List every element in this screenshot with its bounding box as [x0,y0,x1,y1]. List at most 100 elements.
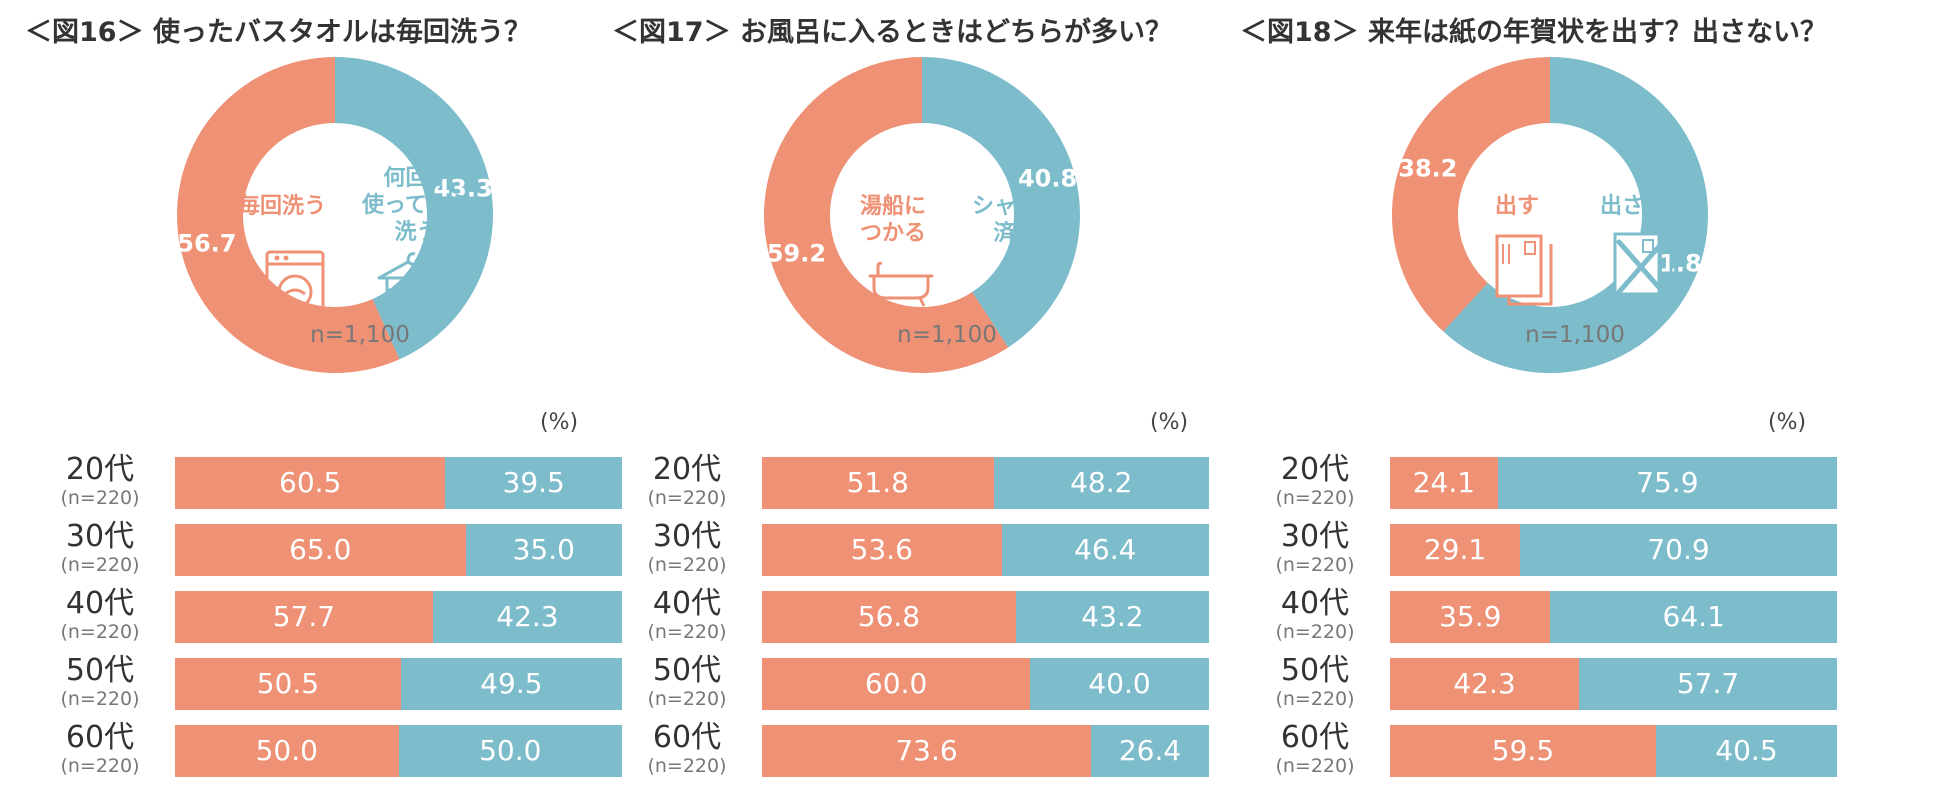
donut-slice-b [922,57,1080,348]
age-sample-size: (n=220) [60,755,140,777]
bar-segment-b: 70.9 [1520,524,1837,576]
age-row: 60代 (n=220) 59.5 40.5 [1240,720,1860,783]
bar-segment-a: 65.0 [175,524,466,576]
age-label: 20代 [652,452,722,487]
donut-value-label: 38.2 [1398,155,1457,183]
bar-segment-b: 39.5 [445,457,622,509]
age-label: 20代 [1280,452,1350,487]
legend-label-b-line: 何回か [383,166,450,191]
bar-segment-b: 40.5 [1655,725,1837,777]
age-row: 30代 (n=220) 53.6 46.4 [612,520,1232,582]
stacked-bar: 42.3 57.7 [1390,658,1837,710]
legend-label-a: 湯船に つかる [860,193,926,247]
age-label: 60代 [652,720,722,755]
bar-segment-b: 49.5 [400,658,622,710]
age-sample-size: (n=220) [1275,487,1355,509]
age-row: 20代 (n=220) 24.1 75.9 [1240,452,1860,515]
donut-value-label: 43.3 [433,175,492,203]
panel-fig17: ＜図17＞ お風呂に入るときはどちらが多い？ 59.2 40.8 湯船に つかる … [612,0,1232,801]
postcard-crossed-icon [1613,232,1673,304]
bar-segment-a: 57.7 [175,591,433,643]
sample-size-label: n=1,100 [1525,322,1625,348]
donut-slice-b [335,57,493,360]
donut-value-label: 40.8 [1018,165,1077,193]
bar-segment-a: 60.5 [175,457,446,509]
bar-segment-b: 40.0 [1030,658,1209,710]
bar-segment-a: 51.8 [762,457,994,509]
age-row: 40代 (n=220) 35.9 64.1 [1240,586,1860,649]
bar-segment-a: 56.8 [762,591,1016,643]
bar-segment-a: 35.9 [1390,591,1551,643]
bar-segment-b: 57.7 [1579,658,1837,710]
chart-title: ＜図18＞ 来年は紙の年賀状を出す？出さない？ [1240,17,1827,48]
bar-segment-b: 26.4 [1090,725,1209,777]
age-label: 30代 [65,519,135,554]
stacked-bar: 57.7 42.3 [175,591,622,643]
shower-icon [999,260,1057,310]
bar-segment-a: 29.1 [1390,524,1521,576]
age-row: 30代 (n=220) 65.0 35.0 [25,519,645,582]
panel-fig16: ＜図16＞ 使ったバスタオルは毎回洗う？ 56.7 43.3 毎回洗う 何回か 使… [25,0,645,801]
chart-title: ＜図16＞ 使ったバスタオルは毎回洗う？ [25,17,531,48]
donut-slice-a [177,57,400,373]
age-sample-size: (n=220) [1275,688,1355,710]
stacked-bar: 60.0 40.0 [762,658,1209,710]
bar-segment-a: 73.6 [762,725,1091,777]
bar-segment-b: 48.2 [993,457,1209,509]
age-label: 30代 [1280,519,1350,554]
bar-segment-b: 50.0 [398,725,622,777]
age-label: 40代 [65,586,135,621]
stacked-bar: 50.5 49.5 [175,658,622,710]
donut-value-label: 56.7 [177,229,236,257]
age-sample-size: (n=220) [60,487,140,509]
unit-label: (%) [540,410,579,435]
age-sample-size: (n=220) [647,621,727,643]
age-label: 40代 [1280,586,1350,621]
bar-segment-a: 42.3 [1390,658,1580,710]
bar-segment-a: 24.1 [1390,457,1498,509]
towel-hanger-icon [377,252,439,320]
stacked-bar: 29.1 70.9 [1390,524,1837,576]
age-sample-size: (n=220) [647,755,727,777]
age-row: 40代 (n=220) 56.8 43.2 [612,586,1232,649]
age-sample-size: (n=220) [647,487,727,509]
stacked-bar: 60.5 39.5 [175,457,622,509]
legend-label-b: 出さない [1600,194,1689,219]
age-sample-size: (n=220) [60,688,140,710]
stacked-bar: 73.6 26.4 [762,725,1209,777]
chart-title: ＜図17＞ お風呂に入るときはどちらが多い？ [612,17,1172,48]
donut-chart: 56.7 43.3 [177,57,493,373]
bar-segment-a: 59.5 [1390,725,1656,777]
bar-segment-b: 35.0 [465,524,622,576]
age-row: 60代 (n=220) 50.0 50.0 [25,721,645,783]
donut-slice-a [764,57,1009,373]
age-label: 60代 [1280,720,1350,755]
stacked-bar: 24.1 75.9 [1390,457,1837,509]
age-sample-size: (n=220) [1275,554,1355,576]
stacked-bar: 56.8 43.2 [762,591,1209,643]
bar-segment-a: 50.5 [175,658,401,710]
washing-machine-icon [265,250,325,321]
unit-label: (%) [1768,410,1807,435]
stacked-bar: 53.6 46.4 [762,524,1209,576]
legend-label-b-line: 洗う [394,220,439,245]
age-row: 30代 (n=220) 29.1 70.9 [1240,519,1860,582]
age-row: 20代 (n=220) 51.8 48.2 [612,452,1232,515]
age-label: 40代 [652,586,722,621]
legend-label-a: 毎回洗う [238,194,327,219]
age-sample-size: (n=220) [647,554,727,576]
legend-label-b-line: シャワーで [972,194,1081,219]
bar-segment-b: 42.3 [432,591,622,643]
sample-size-label: n=1,100 [897,322,997,348]
age-label: 50代 [65,653,135,688]
age-sample-size: (n=220) [1275,621,1355,643]
donut-value-label: 59.2 [767,239,826,267]
age-label: 20代 [65,452,135,487]
sample-size-label: n=1,100 [310,322,410,348]
stacked-bar: 59.5 40.5 [1390,725,1837,777]
age-sample-size: (n=220) [60,621,140,643]
age-row: 50代 (n=220) 42.3 57.7 [1240,654,1860,716]
age-row: 50代 (n=220) 60.0 40.0 [612,654,1232,716]
legend-label-a-line: 湯船に [860,194,927,219]
